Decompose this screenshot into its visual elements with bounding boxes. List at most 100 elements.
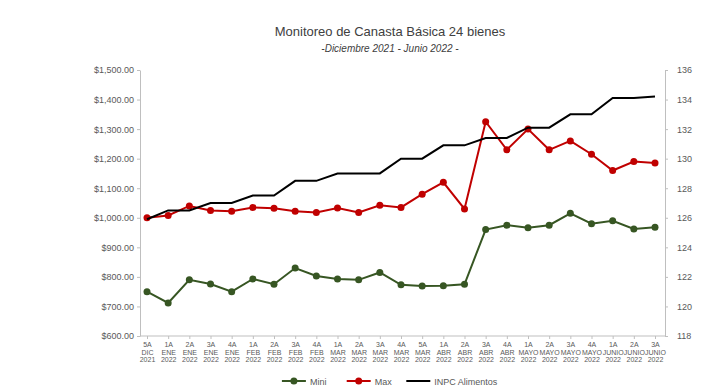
tick-label: $1,500.00 [94,65,134,75]
tick: 118 [665,331,691,341]
marker [588,220,595,227]
axis-line [665,71,666,337]
tick-mark [232,336,233,339]
marker [567,137,574,144]
tick-mark [665,100,668,101]
tick-label: 4AFEB2022 [309,341,325,363]
tick-label: 4AABR2022 [500,341,516,363]
legend-item: Mini [282,377,327,387]
tick: $700.00 [101,302,140,312]
tick: 4AFEB2022 [309,336,325,363]
tick: $1,100.00 [94,184,140,194]
tick-label: $700.00 [101,302,134,312]
tick: $1,200.00 [94,154,140,164]
marker [334,205,341,212]
marker [461,205,468,212]
plot-area [144,97,659,307]
legend-marker [355,378,362,385]
marker [144,288,151,295]
legend-swatch [406,380,430,382]
marker [207,280,214,287]
marker [398,281,405,288]
marker [419,283,426,290]
marker [313,209,320,216]
tick-label: 134 [677,95,692,105]
tick-label: $1,400.00 [94,95,134,105]
y-axis: $600.00$700.00$800.00$900.00$1,000.00$1,… [94,65,141,341]
tick: 1AFEB2022 [246,336,262,363]
tick: 122 [665,272,692,282]
tick: $1,500.00 [94,65,140,75]
tick-label: 1AMAYO2022 [518,341,539,363]
tick-label: 1AABR2022 [436,341,452,363]
x-axis: 5ADIC20211AENE20222AENE20223AENE20224AEN… [140,336,667,363]
tick-mark [665,277,668,278]
tick-label: 4AMAR2022 [394,341,410,363]
marker [165,299,172,306]
tick: 2AJUNIO2022 [624,336,646,363]
tick: 124 [665,243,692,253]
tick: 2AMAR2022 [351,336,367,363]
marker [630,226,637,233]
tick-mark [137,129,140,130]
tick: 5ADIC2021 [140,336,156,363]
tick-label: 2AJUNIO2022 [624,341,646,363]
marker [440,179,447,186]
tick: 136 [665,65,692,75]
marker [186,202,193,209]
tick-mark [274,336,275,339]
tick-label: 4AMAYO2022 [582,341,603,363]
tick-label: 1AJUNIO2022 [603,341,625,363]
subtitle: -Diciembre 2021 - Junio 2022 - [321,43,459,54]
tick: 3AMAR2022 [373,336,389,363]
chart: Monitoreo de Canasta Básica 24 bienes-Di… [0,0,705,391]
marker [334,275,341,282]
tick-mark [137,336,140,337]
tick-label: 5ADIC2021 [140,341,156,363]
tick-label: 3AMAR2022 [373,341,389,363]
tick-label: 128 [677,184,692,194]
tick-label: $900.00 [101,243,134,253]
marker [419,191,426,198]
marker [376,202,383,209]
tick: 4AABR2022 [500,336,516,363]
tick-mark [359,336,360,339]
tick: 3AFEB2022 [288,336,304,363]
y2-axis: 118120122124126128130132134136 [665,65,692,341]
tick: 1AJUNIO2022 [603,336,625,363]
legend: MiniMaxINPC Alimentos [282,377,498,387]
tick-label: 2AFEB2022 [267,341,283,363]
tick-mark [665,159,668,160]
marker [271,205,278,212]
tick-mark [634,336,635,339]
tick: 1AMAR2022 [330,336,346,363]
series-markers [144,210,659,307]
tick-mark [465,336,466,339]
marker [165,212,172,219]
tick: 128 [665,184,692,194]
marker [355,276,362,283]
marker [228,288,235,295]
tick: $600.00 [101,331,140,341]
tick-mark [655,336,656,339]
tick-label: 3AABR2022 [478,341,494,363]
marker [292,265,299,272]
tick-label: $1,300.00 [94,124,134,134]
tick-label: 3AENE2022 [203,341,219,363]
tick-mark [168,336,169,339]
legend-label: INPC Alimentos [434,377,498,387]
tick-label: 5AMAR2022 [415,341,431,363]
tick: 2AFEB2022 [267,336,283,363]
tick-mark [665,218,668,219]
tick: 3AABR2022 [478,336,494,363]
marker [271,281,278,288]
marker [482,226,489,233]
tick-mark [137,100,140,101]
marker [546,222,553,229]
marker [503,146,510,153]
tick-mark [665,129,668,130]
tick-mark [316,336,317,339]
tick-label: 4AENE2022 [224,341,240,363]
tick-label: 2AENE2022 [182,341,198,363]
tick-mark [147,336,148,339]
